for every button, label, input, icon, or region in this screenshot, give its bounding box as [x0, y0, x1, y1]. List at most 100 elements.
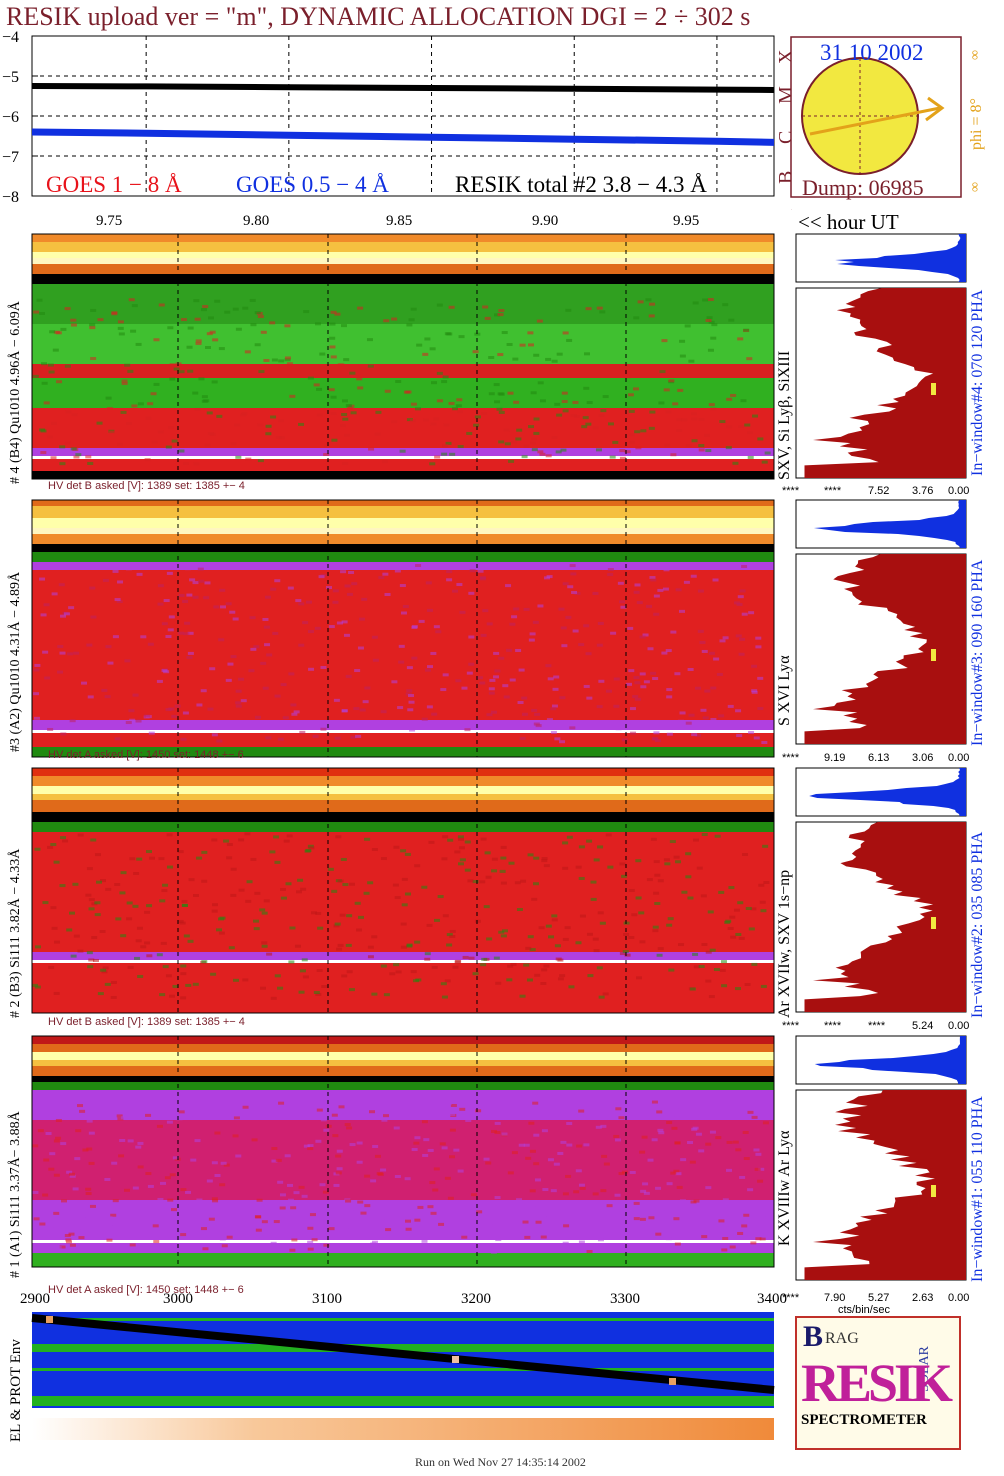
spec-pixel: [63, 612, 70, 616]
spec-pixel: [171, 714, 178, 718]
spec-pixel: [521, 455, 528, 459]
spec-pixel: [55, 1246, 62, 1250]
det4-scale-0: ****: [782, 485, 800, 497]
spec-pixel: [698, 444, 705, 448]
spec-pixel: [551, 918, 558, 922]
spec-pixel: [488, 355, 495, 359]
spec-pixel: [635, 896, 642, 900]
spec-pixel: [223, 839, 230, 843]
spec-pixel: [700, 894, 707, 898]
spec-pixel: [714, 834, 721, 838]
spec-pixel: [493, 364, 500, 368]
spec-pixel: [50, 456, 57, 460]
spec-pixel: [472, 350, 479, 354]
spec-pixel: [194, 1139, 201, 1143]
spec-pixel: [298, 1185, 305, 1189]
spec-pixel: [169, 377, 176, 381]
spec-pixel: [666, 1121, 673, 1125]
spec-pixel: [194, 317, 201, 321]
spec-pixel: [462, 955, 469, 959]
spec-pixel: [244, 350, 251, 354]
spec-pixel: [349, 1143, 356, 1147]
spec-pixel: [100, 968, 107, 972]
spec-pixel: [507, 1171, 514, 1175]
spec-pixel: [500, 934, 507, 938]
spec-pixel: [140, 945, 147, 949]
spec-pixel: [628, 669, 635, 673]
spec-pixel: [675, 1172, 682, 1176]
spec-pixel: [277, 986, 284, 990]
spec-pixel: [275, 1158, 282, 1162]
spec-pixel: [336, 621, 343, 625]
spec-pixel: [651, 1138, 658, 1142]
spec-pixel: [652, 677, 659, 681]
spec-pixel: [343, 358, 350, 362]
spec-pixel: [671, 1126, 678, 1130]
spec-pixel: [592, 1192, 599, 1196]
spec-pixel: [441, 857, 448, 861]
spec-band: [32, 963, 774, 1013]
spec-pixel: [235, 704, 242, 708]
spec-pixel: [148, 856, 155, 860]
time-tick-3: 9.85: [386, 213, 413, 229]
spec-pixel: [345, 674, 352, 678]
spec-pixel: [578, 1109, 585, 1113]
spec-pixel: [404, 1177, 411, 1181]
spec-pixel: [85, 893, 92, 897]
spec-pixel: [659, 725, 666, 729]
spec-pixel: [707, 298, 714, 302]
spec-pixel: [125, 567, 132, 571]
spec-pixel: [666, 695, 673, 699]
time-tick-5: 9.95: [673, 213, 700, 229]
spec-pixel: [156, 1124, 163, 1128]
spec-pixel: [187, 326, 194, 330]
spec-pixel: [94, 901, 101, 905]
spec-pixel: [658, 1131, 665, 1135]
spec-pixel: [86, 1119, 93, 1123]
spec-pixel: [551, 359, 558, 363]
spec-pixel: [137, 1141, 144, 1145]
spec-pixel: [457, 837, 464, 841]
spec-pixel: [66, 928, 73, 932]
spec-pixel: [127, 1139, 134, 1143]
spec-pixel: [755, 636, 762, 640]
spec-pixel: [516, 1198, 523, 1202]
spec-pixel: [178, 593, 185, 597]
spec-pixel: [399, 449, 406, 453]
spec-pixel: [119, 891, 126, 895]
spec-pixel: [701, 833, 708, 837]
spec-pixel: [640, 685, 647, 689]
spec-pixel: [501, 1244, 508, 1248]
spec-pixel: [659, 370, 666, 374]
spec-pixel: [177, 919, 184, 923]
spec-pixel: [431, 965, 438, 969]
legend-goes-05-4: GOES 0.5 − 4 Å: [236, 172, 389, 197]
spec-pixel: [449, 1128, 456, 1132]
spec-pixel: [675, 860, 682, 864]
spec-pixel: [511, 1151, 518, 1155]
spec-pixel: [126, 917, 133, 921]
spec-pixel: [485, 1161, 492, 1165]
spec-pixel: [562, 841, 569, 845]
spec-band: [32, 364, 774, 378]
spec-pixel: [583, 624, 590, 628]
spec-pixel: [718, 890, 725, 894]
spec-pixel: [607, 573, 614, 577]
spec-pixel: [299, 730, 306, 734]
spec-pixel: [585, 422, 592, 426]
spec-band: [32, 768, 774, 776]
spec-pixel: [569, 564, 576, 568]
spec-pixel: [442, 673, 449, 677]
spec-pixel: [74, 1157, 81, 1161]
spec-pixel: [479, 681, 486, 685]
spec-pixel: [180, 996, 187, 1000]
spec-pixel: [457, 835, 464, 839]
spec-frame: [31, 233, 775, 480]
spec-pixel: [405, 1219, 412, 1223]
spec-pixel: [265, 432, 272, 436]
spec-pixel: [180, 964, 187, 968]
spec-band: [32, 952, 774, 960]
spec-pixel: [521, 712, 528, 716]
spec-pixel: [140, 635, 147, 639]
spec-pixel: [468, 956, 475, 960]
